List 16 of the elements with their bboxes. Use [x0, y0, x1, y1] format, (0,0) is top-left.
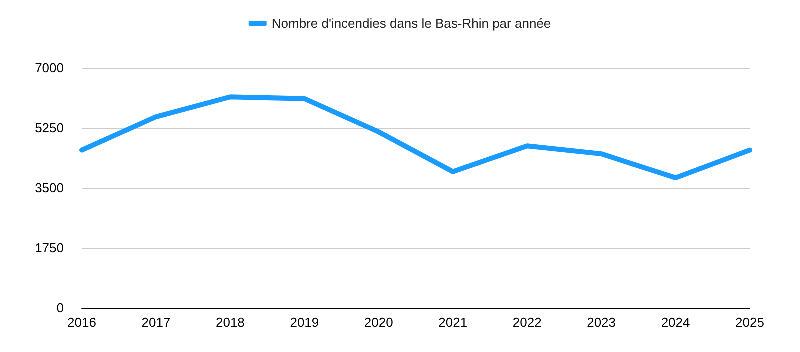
- x-tick-label: 2019: [290, 315, 320, 330]
- x-tick-label: 2020: [364, 315, 394, 330]
- x-tick-label: 2022: [512, 315, 542, 330]
- y-tick-label: 7000: [35, 60, 64, 76]
- x-tick-label: 2024: [661, 315, 690, 330]
- y-tick-label: 5250: [35, 120, 64, 136]
- x-tick-label: 2018: [216, 315, 245, 330]
- y-tick-label: 3500: [35, 180, 64, 196]
- y-tick-label: 1750: [35, 240, 64, 256]
- x-tick-label: 2025: [736, 315, 764, 330]
- x-tick-label: 2021: [438, 315, 468, 330]
- x-tick-label: 2016: [68, 315, 96, 330]
- legend-label: Nombre d'incendies dans le Bas-Rhin par année: [272, 16, 552, 31]
- x-tick-label: 2023: [587, 315, 616, 330]
- x-tick-label: 2017: [142, 315, 171, 330]
- y-tick-label: 0: [56, 300, 64, 316]
